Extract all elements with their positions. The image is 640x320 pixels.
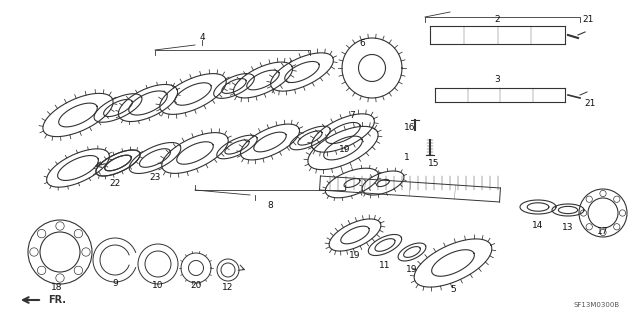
Text: FR.: FR.: [48, 295, 66, 305]
Text: 11: 11: [380, 260, 391, 269]
Text: 1: 1: [404, 154, 410, 163]
Text: 17: 17: [597, 228, 609, 236]
Text: 19: 19: [406, 266, 418, 275]
Text: 4: 4: [199, 33, 205, 42]
Text: 21: 21: [582, 15, 594, 25]
Text: SF13M0300B: SF13M0300B: [574, 302, 620, 308]
Text: 20: 20: [190, 282, 202, 291]
Text: 2: 2: [494, 15, 500, 25]
Text: 10: 10: [152, 281, 164, 290]
Text: 8: 8: [267, 201, 273, 210]
Text: 21: 21: [584, 99, 596, 108]
Text: 14: 14: [532, 220, 544, 229]
Text: 22: 22: [109, 179, 120, 188]
Text: 23: 23: [149, 173, 161, 182]
Polygon shape: [93, 238, 136, 282]
Text: 5: 5: [450, 285, 456, 294]
Text: 15: 15: [428, 158, 440, 167]
Text: 13: 13: [563, 223, 573, 233]
Text: 16: 16: [404, 124, 416, 132]
Text: 9: 9: [112, 278, 118, 287]
Text: 19: 19: [339, 146, 351, 155]
Text: 19: 19: [349, 251, 361, 260]
Text: 12: 12: [222, 284, 234, 292]
Text: 18: 18: [51, 284, 63, 292]
Text: 6: 6: [359, 38, 365, 47]
Text: 3: 3: [494, 76, 500, 84]
Text: 7: 7: [349, 110, 355, 119]
